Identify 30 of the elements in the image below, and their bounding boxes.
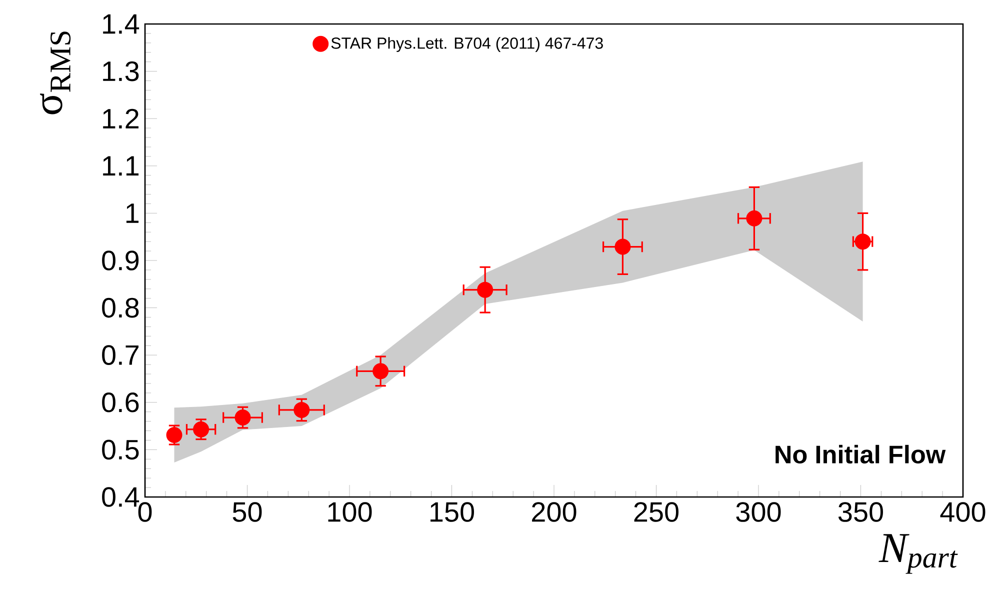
point	[166, 427, 182, 444]
y-tick-label: 0.5	[102, 440, 139, 460]
point	[294, 402, 310, 418]
point	[614, 238, 631, 255]
point	[477, 282, 494, 298]
y-tick-label: 1.2	[103, 108, 138, 128]
x-tick-label: 100	[328, 502, 372, 522]
point	[746, 210, 762, 226]
x-tick-label: 350	[838, 502, 883, 522]
x-tick-label: 400	[940, 502, 986, 522]
y-tick-label: 1.4	[103, 14, 140, 34]
x-tick-label: 200	[532, 502, 576, 522]
x-tick-label: 0	[138, 502, 152, 522]
x-axis-title: N$_{part}$	[878, 534, 958, 574]
x-tick-label: 50	[232, 502, 262, 522]
y-axis-title: σ$_{RMS}$	[40, 32, 71, 114]
y-tick-label: 0.9	[102, 250, 139, 270]
y-tick-label: 1	[126, 204, 139, 223]
y-tick-label: 0.7	[102, 345, 138, 365]
x-tick-label: 300	[736, 502, 781, 522]
x-tick-label: 150	[430, 502, 474, 522]
annotation: No Initial Flow	[776, 444, 946, 464]
y-tick-label: 1.3	[103, 61, 139, 82]
x-tick-label: 250	[634, 502, 678, 522]
y-tick-label: 0.4	[102, 487, 140, 507]
y-tick-label: 0.6	[102, 392, 139, 412]
point	[372, 363, 389, 380]
y-tick-label: 1.1	[103, 156, 139, 176]
y-tick-label: 0.8	[102, 298, 139, 318]
legend-label: STAR Phys.Lett. B704 (2011) 467-473	[331, 37, 603, 52]
